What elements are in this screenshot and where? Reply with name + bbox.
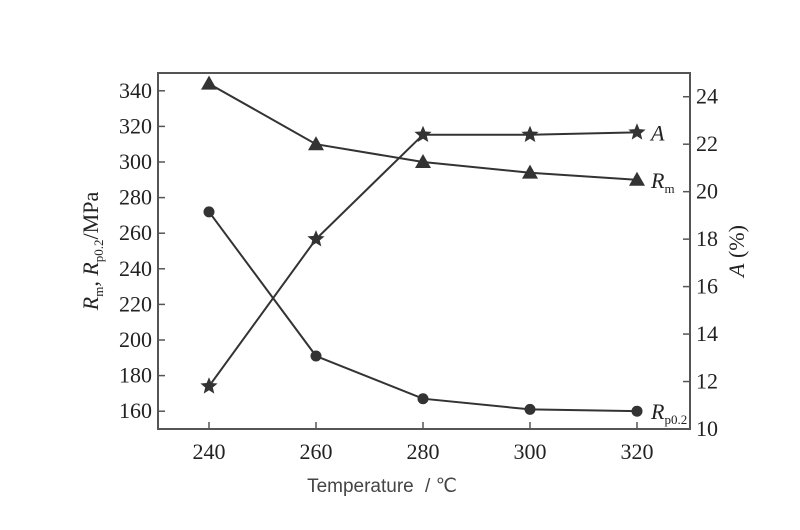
star-marker [307, 230, 325, 247]
x-tick-label: 300 [514, 439, 547, 464]
right-tick-label: 22 [696, 131, 718, 156]
x-axis-title: Temperature / ℃ [307, 476, 457, 497]
circle-marker [203, 206, 215, 218]
triangle-marker [308, 136, 324, 151]
left-tick-label: 340 [119, 78, 152, 103]
right-tick-label: 14 [696, 321, 718, 346]
circle-marker [631, 405, 643, 417]
triangle-marker [522, 164, 538, 179]
x-axis-ticks: 240 260 280 300 320 [193, 422, 654, 464]
series-label: Rp0.2 [650, 399, 687, 427]
circle-marker [524, 403, 536, 415]
series-label: A [649, 120, 665, 145]
plot-frame [157, 72, 691, 430]
series-label: Rm [650, 168, 675, 196]
circle-marker [417, 393, 429, 405]
left-tick-label: 300 [119, 149, 152, 174]
series-markers [200, 75, 646, 417]
right-tick-label: 10 [696, 416, 718, 441]
left-tick-label: 220 [119, 291, 152, 316]
left-tick-label: 260 [119, 220, 152, 245]
right-tick-label: 18 [696, 226, 718, 251]
left-tick-label: 280 [119, 185, 152, 210]
right-tick-label: 16 [696, 274, 718, 299]
left-tick-label: 160 [119, 398, 152, 423]
x-tick-label: 320 [621, 439, 654, 464]
right-axis-title: A (%) [724, 225, 749, 279]
triangle-marker [201, 75, 217, 90]
x-tick-label: 280 [407, 439, 440, 464]
triangle-marker [629, 171, 645, 186]
left-tick-label: 180 [119, 363, 152, 388]
left-tick-label: 240 [119, 256, 152, 281]
x-tick-label: 240 [193, 439, 226, 464]
right-tick-label: 24 [696, 84, 718, 109]
left-tick-label: 200 [119, 327, 152, 352]
right-axis-ticks: 10 12 14 16 18 20 22 24 [683, 84, 718, 441]
circle-marker [310, 350, 322, 362]
right-tick-label: 12 [696, 369, 718, 394]
series-line-star [208, 131, 638, 387]
triangle-marker [415, 154, 431, 168]
star-marker [414, 125, 432, 142]
x-tick-label: 260 [300, 439, 333, 464]
left-tick-label: 320 [119, 113, 152, 138]
left-axis-ticks: 160 180 200 220 240 260 280 300 320 340 [119, 78, 165, 423]
series-labels: A Rm Rp0.2 [649, 120, 687, 427]
series-line-circle [208, 211, 638, 413]
left-axis-title: Rm, Rp0.2/MPa [78, 192, 106, 312]
star-marker [628, 123, 646, 140]
star-marker [521, 125, 539, 142]
right-tick-label: 20 [696, 179, 718, 204]
star-marker [200, 377, 218, 394]
